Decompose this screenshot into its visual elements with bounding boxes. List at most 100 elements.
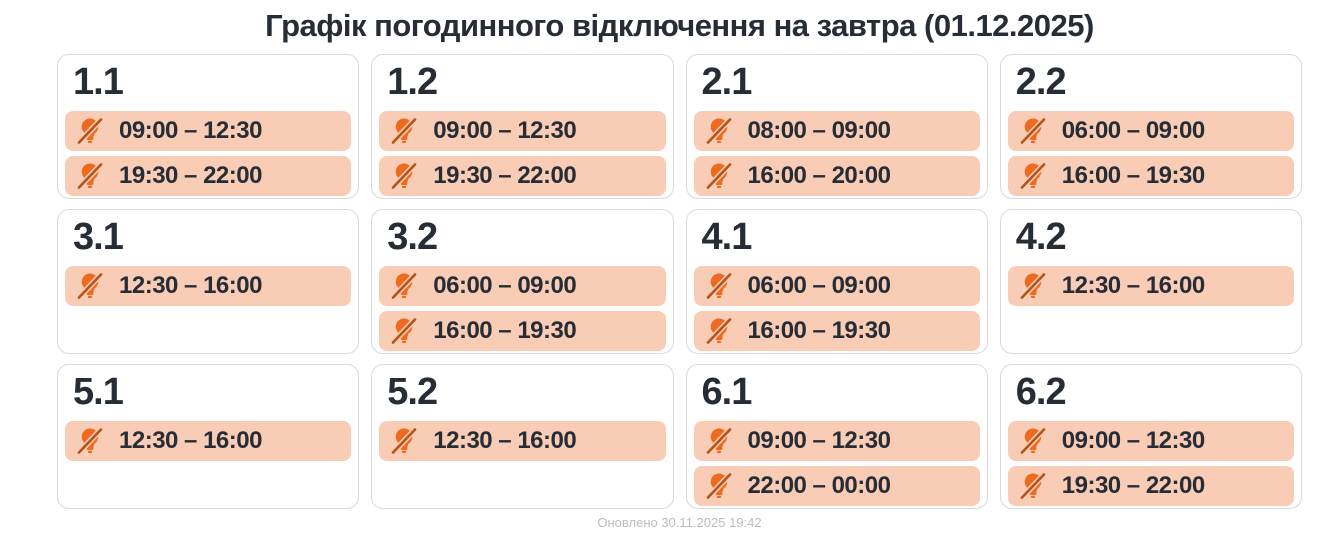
outage-time-range: 16:00 – 19:30: [747, 316, 891, 344]
outage-time-range: 19:30 – 22:00: [119, 161, 262, 189]
group-card-1.1: 1.1 09:00 – 12:30: [57, 54, 360, 199]
outage-time-range: 09:00 – 12:30: [433, 116, 577, 144]
slot-list: 12:30 – 16:00: [65, 420, 352, 461]
outage-time-range: 16:00 – 19:30: [1061, 161, 1205, 189]
bulb-slash-icon: [1018, 271, 1048, 301]
group-card-5.2: 5.2 12:30 – 16:00: [371, 364, 674, 509]
outage-slot: 19:30 – 22:00: [65, 155, 352, 196]
outage-slot: 09:00 – 12:30: [1007, 420, 1294, 461]
outage-time-range: 16:00 – 19:30: [433, 316, 577, 344]
outage-time-range: 22:00 – 00:00: [747, 471, 891, 499]
updated-timestamp: Оновлено 30.11.2025 19:42: [597, 515, 762, 530]
group-label: 1.2: [387, 61, 438, 103]
outage-slot: 09:00 – 12:30: [693, 420, 980, 461]
group-label: 5.1: [73, 371, 124, 413]
bulb-slash-icon: [75, 161, 105, 191]
outage-time-range: 09:00 – 12:30: [119, 116, 262, 144]
bulb-slash-icon: [1018, 471, 1048, 501]
slot-list: 09:00 – 12:30 22:00 – 00:00: [693, 420, 980, 506]
bulb-slash-icon: [389, 316, 419, 346]
group-label: 6.1: [701, 371, 753, 413]
group-label: 1.1: [73, 61, 124, 103]
outage-time-range: 09:00 – 12:30: [747, 426, 891, 454]
outage-slot: 06:00 – 09:00: [693, 265, 980, 306]
slot-list: 08:00 – 09:00 16:00 – 20:00: [693, 110, 980, 196]
outage-time-range: 06:00 – 09:00: [747, 271, 891, 299]
slot-list: 06:00 – 09:00 16:00 – 19:30: [693, 265, 980, 351]
outage-slot: 09:00 – 12:30: [379, 110, 666, 151]
bulb-slash-icon: [704, 316, 734, 346]
group-card-2.2: 2.2 06:00 – 09:00: [999, 54, 1302, 199]
outage-slot: 12:30 – 16:00: [1007, 265, 1294, 306]
outage-slot: 16:00 – 19:30: [693, 310, 980, 351]
outage-time-range: 16:00 – 20:00: [747, 161, 891, 189]
group-label: 4.2: [1015, 216, 1067, 258]
group-card-6.1: 6.1 09:00 – 12:30: [685, 364, 988, 509]
outage-slot: 22:00 – 00:00: [693, 465, 980, 506]
group-label: 6.2: [1015, 371, 1067, 413]
bulb-slash-icon: [1018, 116, 1048, 146]
group-label: 4.1: [701, 216, 753, 258]
outage-time-range: 09:00 – 12:30: [1061, 426, 1205, 454]
bulb-slash-icon: [389, 271, 419, 301]
bulb-slash-icon: [75, 426, 105, 456]
schedule-grid: 1.1 09:00 – 12:30: [57, 54, 1302, 509]
outage-time-range: 08:00 – 09:00: [747, 116, 891, 144]
outage-slot: 12:30 – 16:00: [379, 420, 666, 461]
bulb-slash-icon: [389, 426, 419, 456]
outage-slot: 16:00 – 19:30: [379, 310, 666, 351]
group-label: 2.1: [701, 61, 753, 103]
group-card-5.1: 5.1 12:30 – 16:00: [57, 364, 360, 509]
slot-list: 09:00 – 12:30 19:30 – 22:00: [1007, 420, 1294, 506]
slot-list: 06:00 – 09:00 16:00 – 19:30: [379, 265, 666, 351]
bulb-slash-icon: [1018, 161, 1048, 191]
outage-time-range: 06:00 – 09:00: [433, 271, 577, 299]
outage-slot: 06:00 – 09:00: [379, 265, 666, 306]
group-label: 5.2: [387, 371, 438, 413]
group-label: 3.1: [73, 216, 124, 258]
outage-slot: 19:30 – 22:00: [1007, 465, 1294, 506]
slot-list: 12:30 – 16:00: [1007, 265, 1294, 306]
outage-slot: 19:30 – 22:00: [379, 155, 666, 196]
outage-slot: 16:00 – 19:30: [1007, 155, 1294, 196]
outage-time-range: 12:30 – 16:00: [1061, 271, 1205, 299]
outage-slot: 12:30 – 16:00: [65, 420, 352, 461]
slot-list: 12:30 – 16:00: [65, 265, 352, 306]
outage-time-range: 12:30 – 16:00: [433, 426, 577, 454]
group-label: 2.2: [1015, 61, 1067, 103]
outage-time-range: 19:30 – 22:00: [1061, 471, 1205, 499]
bulb-slash-icon: [389, 116, 419, 146]
bulb-slash-icon: [75, 116, 105, 146]
slot-list: 09:00 – 12:30 19:30 – 22:00: [65, 110, 352, 196]
outage-schedule-page: Графік погодинного відключення на завтра…: [0, 8, 1342, 545]
outage-slot: 16:00 – 20:00: [693, 155, 980, 196]
outage-time-range: 12:30 – 16:00: [119, 426, 262, 454]
outage-slot: 09:00 – 12:30: [65, 110, 352, 151]
bulb-slash-icon: [704, 116, 734, 146]
bulb-slash-icon: [389, 161, 419, 191]
group-card-3.2: 3.2 06:00 – 09:00: [371, 209, 674, 354]
outage-time-range: 06:00 – 09:00: [1061, 116, 1205, 144]
outage-slot: 12:30 – 16:00: [65, 265, 352, 306]
bulb-slash-icon: [704, 426, 734, 456]
bulb-slash-icon: [704, 271, 734, 301]
bulb-slash-icon: [704, 161, 734, 191]
group-card-1.2: 1.2 09:00 – 12:30: [371, 54, 674, 199]
bulb-slash-icon: [704, 471, 734, 501]
group-card-2.1: 2.1 08:00 – 09:00: [685, 54, 988, 199]
slot-list: 09:00 – 12:30 19:30 – 22:00: [379, 110, 666, 196]
page-title: Графік погодинного відключення на завтра…: [265, 8, 1094, 43]
group-card-3.1: 3.1 12:30 – 16:00: [57, 209, 360, 354]
bulb-slash-icon: [75, 271, 105, 301]
slot-list: 06:00 – 09:00 16:00 – 19:30: [1007, 110, 1294, 196]
outage-slot: 08:00 – 09:00: [693, 110, 980, 151]
group-card-4.1: 4.1 06:00 – 09:00: [685, 209, 988, 354]
group-label: 3.2: [387, 216, 438, 258]
outage-time-range: 19:30 – 22:00: [433, 161, 577, 189]
slot-list: 12:30 – 16:00: [379, 420, 666, 461]
outage-time-range: 12:30 – 16:00: [119, 271, 262, 299]
bulb-slash-icon: [1018, 426, 1048, 456]
group-card-6.2: 6.2 09:00 – 12:30: [999, 364, 1302, 509]
outage-slot: 06:00 – 09:00: [1007, 110, 1294, 151]
group-card-4.2: 4.2 12:30 – 16:00: [999, 209, 1302, 354]
